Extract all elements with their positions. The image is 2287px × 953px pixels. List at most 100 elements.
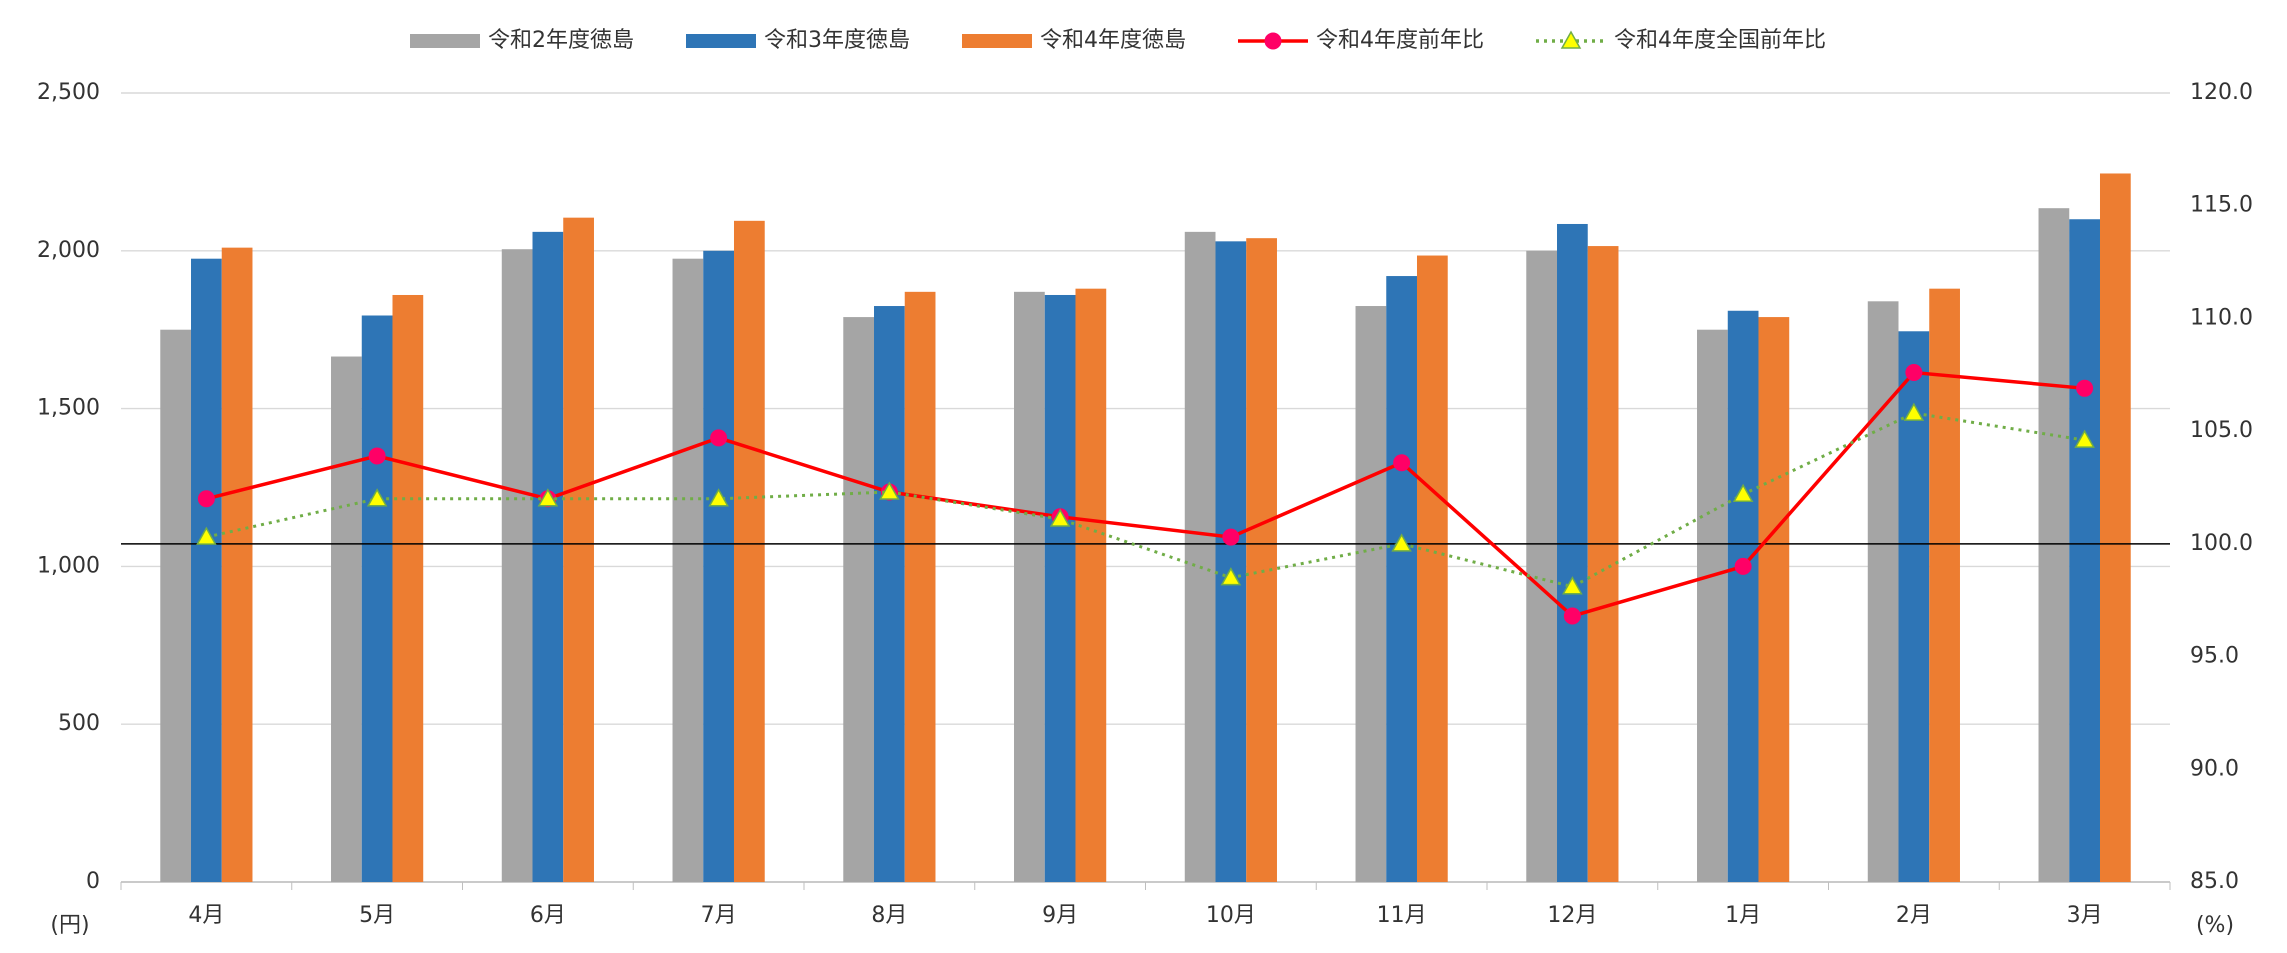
legend-item: 令和4年度前年比 — [1238, 28, 1484, 53]
y2-tick-label: 110.0 — [2190, 305, 2253, 330]
y2-tick-label: 90.0 — [2190, 756, 2239, 781]
bar — [2099, 173, 2131, 882]
bar — [361, 315, 393, 882]
x-tick-label: 10月 — [1206, 903, 1256, 928]
line — [206, 411, 2085, 589]
point — [196, 526, 217, 545]
point — [368, 447, 386, 465]
grid — [121, 92, 2170, 883]
y2-unit: (%) — [2196, 913, 2234, 938]
y2-tick-label: 100.0 — [2190, 531, 2253, 556]
legend-swatch — [410, 34, 480, 48]
bar — [1215, 241, 1247, 882]
legend-item: 令和2年度徳島 — [410, 28, 634, 53]
point — [1049, 508, 1071, 527]
y-unit: (円) — [50, 913, 89, 938]
y-tick-label: 1,500 — [37, 396, 100, 421]
point — [197, 490, 215, 508]
legend-label: 令和4年度全国前年比 — [1614, 28, 1826, 53]
x-tick-label: 8月 — [871, 903, 907, 928]
point — [708, 488, 729, 507]
point — [366, 488, 388, 507]
y-tick-label: 2,500 — [37, 80, 100, 105]
point — [1562, 576, 1583, 595]
x-tick-label: 5月 — [359, 903, 395, 928]
point — [1222, 528, 1240, 546]
bar — [1044, 294, 1076, 882]
point — [1732, 483, 1754, 503]
point — [1734, 557, 1752, 575]
point — [2076, 379, 2094, 397]
bar — [1898, 331, 1930, 882]
bar — [1867, 301, 1899, 882]
x-tick-label: 3月 — [2067, 903, 2103, 928]
legend-label: 令和2年度徳島 — [488, 28, 634, 53]
legend-marker — [1264, 32, 1282, 50]
x-tick-label: 6月 — [530, 903, 566, 928]
bar — [221, 247, 253, 883]
bar — [331, 356, 362, 882]
bar — [843, 317, 875, 882]
bar — [1557, 223, 1588, 882]
bar — [2038, 208, 2070, 883]
point — [710, 429, 728, 447]
point — [1563, 607, 1581, 625]
bar — [703, 250, 734, 883]
x-tick-label: 1月 — [1725, 903, 1761, 928]
point — [1391, 533, 1412, 552]
y-tick-label: 0 — [86, 869, 100, 894]
y-tick-label: 2,000 — [37, 238, 100, 263]
legend-label: 令和4年度徳島 — [1040, 28, 1186, 53]
y2-tick-label: 115.0 — [2190, 193, 2253, 218]
legend-label: 令和4年度前年比 — [1316, 28, 1484, 53]
point — [1905, 364, 1923, 382]
legend-item: 令和3年度徳島 — [686, 28, 910, 53]
point — [1220, 567, 1242, 586]
bar — [1727, 310, 1759, 882]
x-tick-label: 11月 — [1377, 903, 1427, 928]
x-tick-label: 4月 — [188, 903, 224, 928]
x-tick-label: 2月 — [1896, 903, 1932, 928]
x-tick-label: 9月 — [1042, 903, 1078, 928]
y-tick-label: 500 — [58, 711, 100, 736]
legend-label: 令和3年度徳島 — [764, 28, 910, 53]
bar — [1526, 250, 1558, 883]
y2-tick-label: 95.0 — [2190, 644, 2239, 669]
bar — [160, 329, 192, 882]
x-tick-label: 12月 — [1547, 903, 1597, 928]
line — [205, 370, 2085, 618]
bar — [874, 306, 905, 882]
x-tick-label: 7月 — [701, 903, 737, 928]
point — [2074, 429, 2095, 448]
y2-tick-label: 105.0 — [2190, 418, 2253, 443]
point — [537, 488, 559, 507]
bar — [1386, 276, 1417, 883]
point — [879, 481, 900, 500]
point — [1903, 402, 1925, 421]
bar — [501, 249, 533, 883]
bar — [1246, 238, 1277, 882]
y-tick-label: 1,000 — [37, 553, 100, 578]
bar — [1184, 231, 1216, 882]
bar — [733, 220, 765, 882]
y2-tick-label: 85.0 — [2190, 869, 2239, 894]
bar — [1758, 317, 1790, 882]
legend-marker — [1560, 30, 1582, 49]
legend-item: 令和4年度徳島 — [962, 28, 1186, 53]
bar — [1929, 288, 1960, 882]
bar — [904, 291, 936, 882]
legend-swatch — [962, 34, 1032, 48]
bar — [1697, 329, 1728, 882]
bar — [1355, 306, 1387, 882]
legend-swatch — [686, 34, 756, 48]
bar — [672, 258, 704, 882]
bar — [1014, 291, 1045, 882]
bar — [1416, 255, 1448, 882]
y2-tick-label: 120.0 — [2190, 80, 2253, 105]
bar — [392, 294, 424, 882]
bar — [563, 217, 594, 883]
bar — [1587, 246, 1619, 883]
bar — [191, 258, 222, 882]
bar — [2069, 219, 2100, 883]
